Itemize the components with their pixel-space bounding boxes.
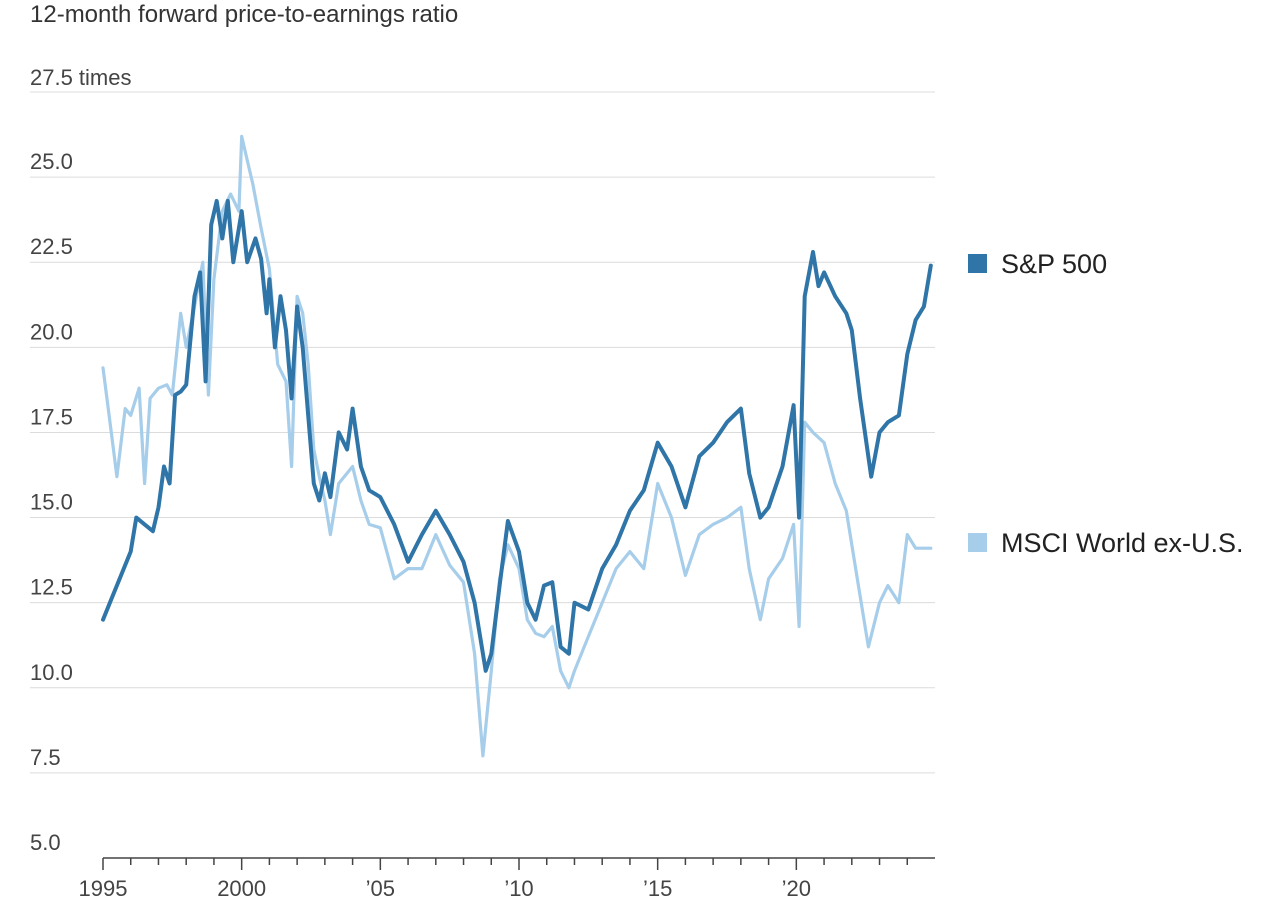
x-tick-label: ’05 [366,876,395,901]
legend-swatch [968,254,987,273]
series-line-sp500 [101,198,933,673]
x-tick-label: ’20 [782,876,811,901]
x-tick-label: 1995 [79,876,128,901]
x-axis: 1995 2000 ’05 ’10 ’15 ’20 [79,857,935,901]
x-tick-label: ’15 [643,876,672,901]
series-line-msci-world-ex-us [101,134,933,758]
chart-subtitle: 12-month forward price-to-earnings ratio [30,1,458,28]
y-tick-label: 5.0 [30,830,61,855]
legend-label: MSCI World ex-U.S. [1001,528,1244,558]
y-tick-label: 22.5 [30,234,73,259]
y-tick-label: 12.5 [30,575,73,600]
legend-swatch [968,533,987,552]
x-tick-label: ’10 [504,876,533,901]
y-tick-label: 15.0 [30,490,73,515]
legend: S&P 500 MSCI World ex-U.S. [968,249,1244,558]
y-tick-label: 25.0 [30,149,73,174]
legend-label: S&P 500 [1001,249,1107,279]
y-axis-tick-labels: 5.0 7.5 10.0 12.5 15.0 17.5 20.0 22.5 25.0 [30,149,73,855]
y-tick-label: 7.5 [30,745,61,770]
y-tick-label: 17.5 [30,404,73,429]
y-tick-label: 20.0 [30,319,73,344]
x-tick-label: 2000 [217,876,266,901]
grid-lines [30,91,935,774]
y-tick-label: 10.0 [30,660,73,685]
y-axis-unit-label: 27.5 times [30,65,132,90]
series-lines [101,134,933,758]
